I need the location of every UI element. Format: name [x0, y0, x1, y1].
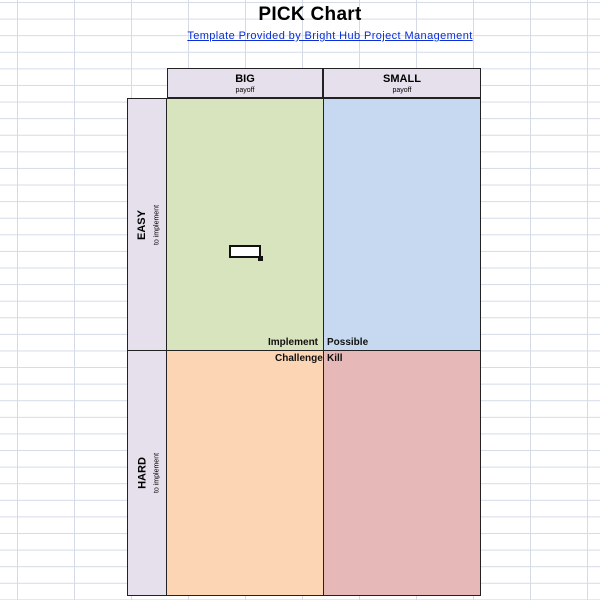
column-header-small: SMALL payoff: [323, 68, 481, 98]
row-header-easy-sub: to implement: [153, 204, 161, 245]
row-header-easy: EASY to implement: [127, 98, 167, 351]
fill-handle[interactable]: [258, 256, 263, 261]
quadrant-kill[interactable]: [323, 350, 481, 596]
template-credit-link[interactable]: Template Provided by Bright Hub Project …: [187, 30, 473, 42]
row-header-hard-label: HARD: [136, 457, 149, 489]
quadrant-label-implement: Implement: [268, 337, 319, 348]
row-header-hard: HARD to implement: [127, 350, 167, 596]
column-header-small-label: SMALL: [383, 73, 421, 85]
page-title: PICK Chart: [258, 4, 362, 25]
quadrant-possible[interactable]: [323, 98, 481, 351]
quadrant-challenge[interactable]: [166, 350, 324, 596]
quadrant-implement[interactable]: [166, 98, 324, 351]
row-header-hard-sub: to implement: [153, 452, 161, 494]
active-cell-selector[interactable]: [229, 245, 261, 258]
column-header-big: BIG payoff: [167, 68, 323, 98]
quadrant-label-possible: Possible: [327, 337, 369, 348]
quadrant-label-kill: Kill: [327, 353, 343, 364]
column-header-big-label: BIG: [235, 73, 255, 85]
row-header-easy-label: EASY: [135, 209, 148, 240]
quadrant-label-challenge: Challenge: [275, 353, 323, 364]
column-header-big-sub: payoff: [235, 87, 255, 94]
column-header-small-sub: payoff: [392, 87, 412, 94]
